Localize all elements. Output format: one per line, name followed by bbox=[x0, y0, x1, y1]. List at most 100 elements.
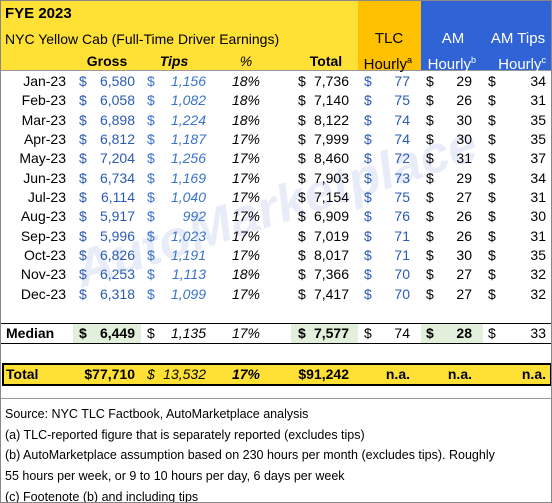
cell-value: 31 bbox=[456, 150, 472, 167]
row-label: Jun-23 bbox=[23, 169, 66, 186]
currency-symbol: $ bbox=[426, 130, 434, 147]
cell-value: 70 bbox=[394, 285, 410, 302]
cell-value: 72 bbox=[394, 150, 410, 167]
currency-symbol: $ bbox=[364, 130, 372, 147]
currency-symbol: $ bbox=[426, 73, 434, 89]
currency-symbol: $ bbox=[488, 73, 496, 89]
row-label: Feb-23 bbox=[21, 92, 66, 109]
currency-symbol: $ bbox=[364, 208, 372, 225]
cell-value: 34 bbox=[530, 169, 546, 186]
cell-value: 35 bbox=[530, 130, 546, 147]
cell-value: 33 bbox=[530, 325, 546, 341]
currency-symbol: $ bbox=[298, 169, 306, 186]
currency-symbol: $ bbox=[147, 73, 155, 89]
cell-value: 30 bbox=[530, 208, 546, 225]
cell-value: 26 bbox=[456, 208, 472, 225]
cell-value: 77 bbox=[394, 73, 410, 89]
cell-value: 17% bbox=[231, 246, 261, 263]
row-label: Total bbox=[6, 366, 39, 382]
cell-value: 37 bbox=[530, 150, 546, 167]
currency-symbol: $ bbox=[426, 325, 434, 341]
currency-symbol: $ bbox=[488, 246, 496, 263]
row-label: Oct-23 bbox=[23, 246, 66, 263]
row-label: May-23 bbox=[19, 150, 66, 167]
currency-symbol: $ bbox=[488, 130, 496, 147]
total-row bbox=[2, 363, 551, 386]
cell-value: 7,366 bbox=[313, 266, 349, 283]
cell-value: n.a. bbox=[385, 366, 410, 382]
cell-value: 17% bbox=[231, 227, 261, 244]
cell-value: 18% bbox=[231, 266, 261, 283]
cell-value: 1,113 bbox=[172, 266, 206, 283]
currency-symbol: $ bbox=[79, 169, 87, 186]
currency-symbol: $ bbox=[364, 150, 372, 167]
currency-symbol: $ bbox=[147, 266, 155, 283]
currency-symbol: $ bbox=[426, 227, 434, 244]
cell-value: 31 bbox=[530, 188, 546, 205]
currency-symbol: $ bbox=[79, 266, 87, 283]
currency-symbol: $ bbox=[147, 130, 155, 147]
currency-symbol: $ bbox=[364, 188, 372, 205]
cell-value: n.a. bbox=[521, 366, 546, 382]
cell-value: 71 bbox=[394, 227, 410, 244]
cell-value: 17% bbox=[231, 188, 261, 205]
cell-value: 75 bbox=[394, 92, 410, 109]
currency-symbol: $ bbox=[147, 208, 155, 225]
cell-value: 6,580 bbox=[99, 73, 135, 89]
currency-symbol: $ bbox=[488, 208, 496, 225]
cell-value: 6,898 bbox=[99, 111, 135, 128]
cell-value: 17% bbox=[231, 130, 261, 147]
currency-symbol: $ bbox=[488, 92, 496, 109]
header-orange bbox=[358, 1, 421, 71]
currency-symbol: $ bbox=[79, 92, 87, 109]
cell-value: 29 bbox=[456, 169, 472, 186]
cell-value: 30 bbox=[456, 130, 472, 147]
currency-symbol: $ bbox=[147, 92, 155, 109]
cell-value: 26 bbox=[456, 227, 472, 244]
cell-value: 70 bbox=[394, 266, 410, 283]
cell-value: 73 bbox=[394, 169, 410, 186]
cell-value: 27 bbox=[456, 266, 472, 283]
row-label: Aug-23 bbox=[20, 208, 66, 225]
title: FYE 2023 bbox=[5, 5, 72, 22]
cell-value: 8,017 bbox=[313, 246, 349, 263]
currency-symbol: $ bbox=[364, 73, 372, 89]
column-header: Hourlyb bbox=[427, 55, 476, 74]
cell-value: 7,204 bbox=[99, 150, 135, 167]
row-label: Jan-23 bbox=[23, 73, 66, 89]
currency-symbol: $ bbox=[298, 130, 306, 147]
currency-symbol: $ bbox=[79, 111, 87, 128]
row-label: Nov-23 bbox=[20, 266, 66, 283]
footnote-marker: a bbox=[406, 55, 412, 65]
median-highlight bbox=[421, 324, 483, 343]
currency-symbol: $ bbox=[488, 325, 496, 341]
currency-symbol: $ bbox=[298, 266, 306, 283]
currency-symbol: $ bbox=[488, 150, 496, 167]
cell-value: $91,242 bbox=[298, 366, 349, 382]
cell-value: 6,734 bbox=[99, 169, 135, 186]
currency-symbol: $ bbox=[79, 150, 87, 167]
row-label: Apr-23 bbox=[23, 130, 66, 147]
currency-symbol: $ bbox=[364, 285, 372, 302]
currency-symbol: $ bbox=[364, 169, 372, 186]
cell-value: 1,224 bbox=[170, 111, 206, 128]
cell-value: 34 bbox=[530, 73, 546, 89]
cell-value: 74 bbox=[394, 130, 410, 147]
cell-value: 7,154 bbox=[313, 188, 349, 205]
currency-symbol: $ bbox=[426, 246, 434, 263]
currency-symbol: $ bbox=[298, 285, 306, 302]
currency-symbol: $ bbox=[364, 325, 372, 341]
cell-value: 27 bbox=[456, 188, 472, 205]
notes-rule bbox=[1, 398, 551, 399]
cell-value: 13,532 bbox=[163, 366, 206, 382]
currency-symbol: $ bbox=[298, 208, 306, 225]
cell-value: 6,909 bbox=[313, 208, 349, 225]
currency-symbol: $ bbox=[147, 246, 155, 263]
currency-symbol: $ bbox=[79, 285, 87, 302]
cell-value: 17% bbox=[231, 325, 261, 341]
currency-symbol: $ bbox=[79, 208, 87, 225]
cell-value: 28 bbox=[456, 325, 472, 341]
column-header: % bbox=[239, 53, 253, 69]
currency-symbol: $ bbox=[79, 227, 87, 244]
cell-value: 7,736 bbox=[313, 73, 349, 89]
